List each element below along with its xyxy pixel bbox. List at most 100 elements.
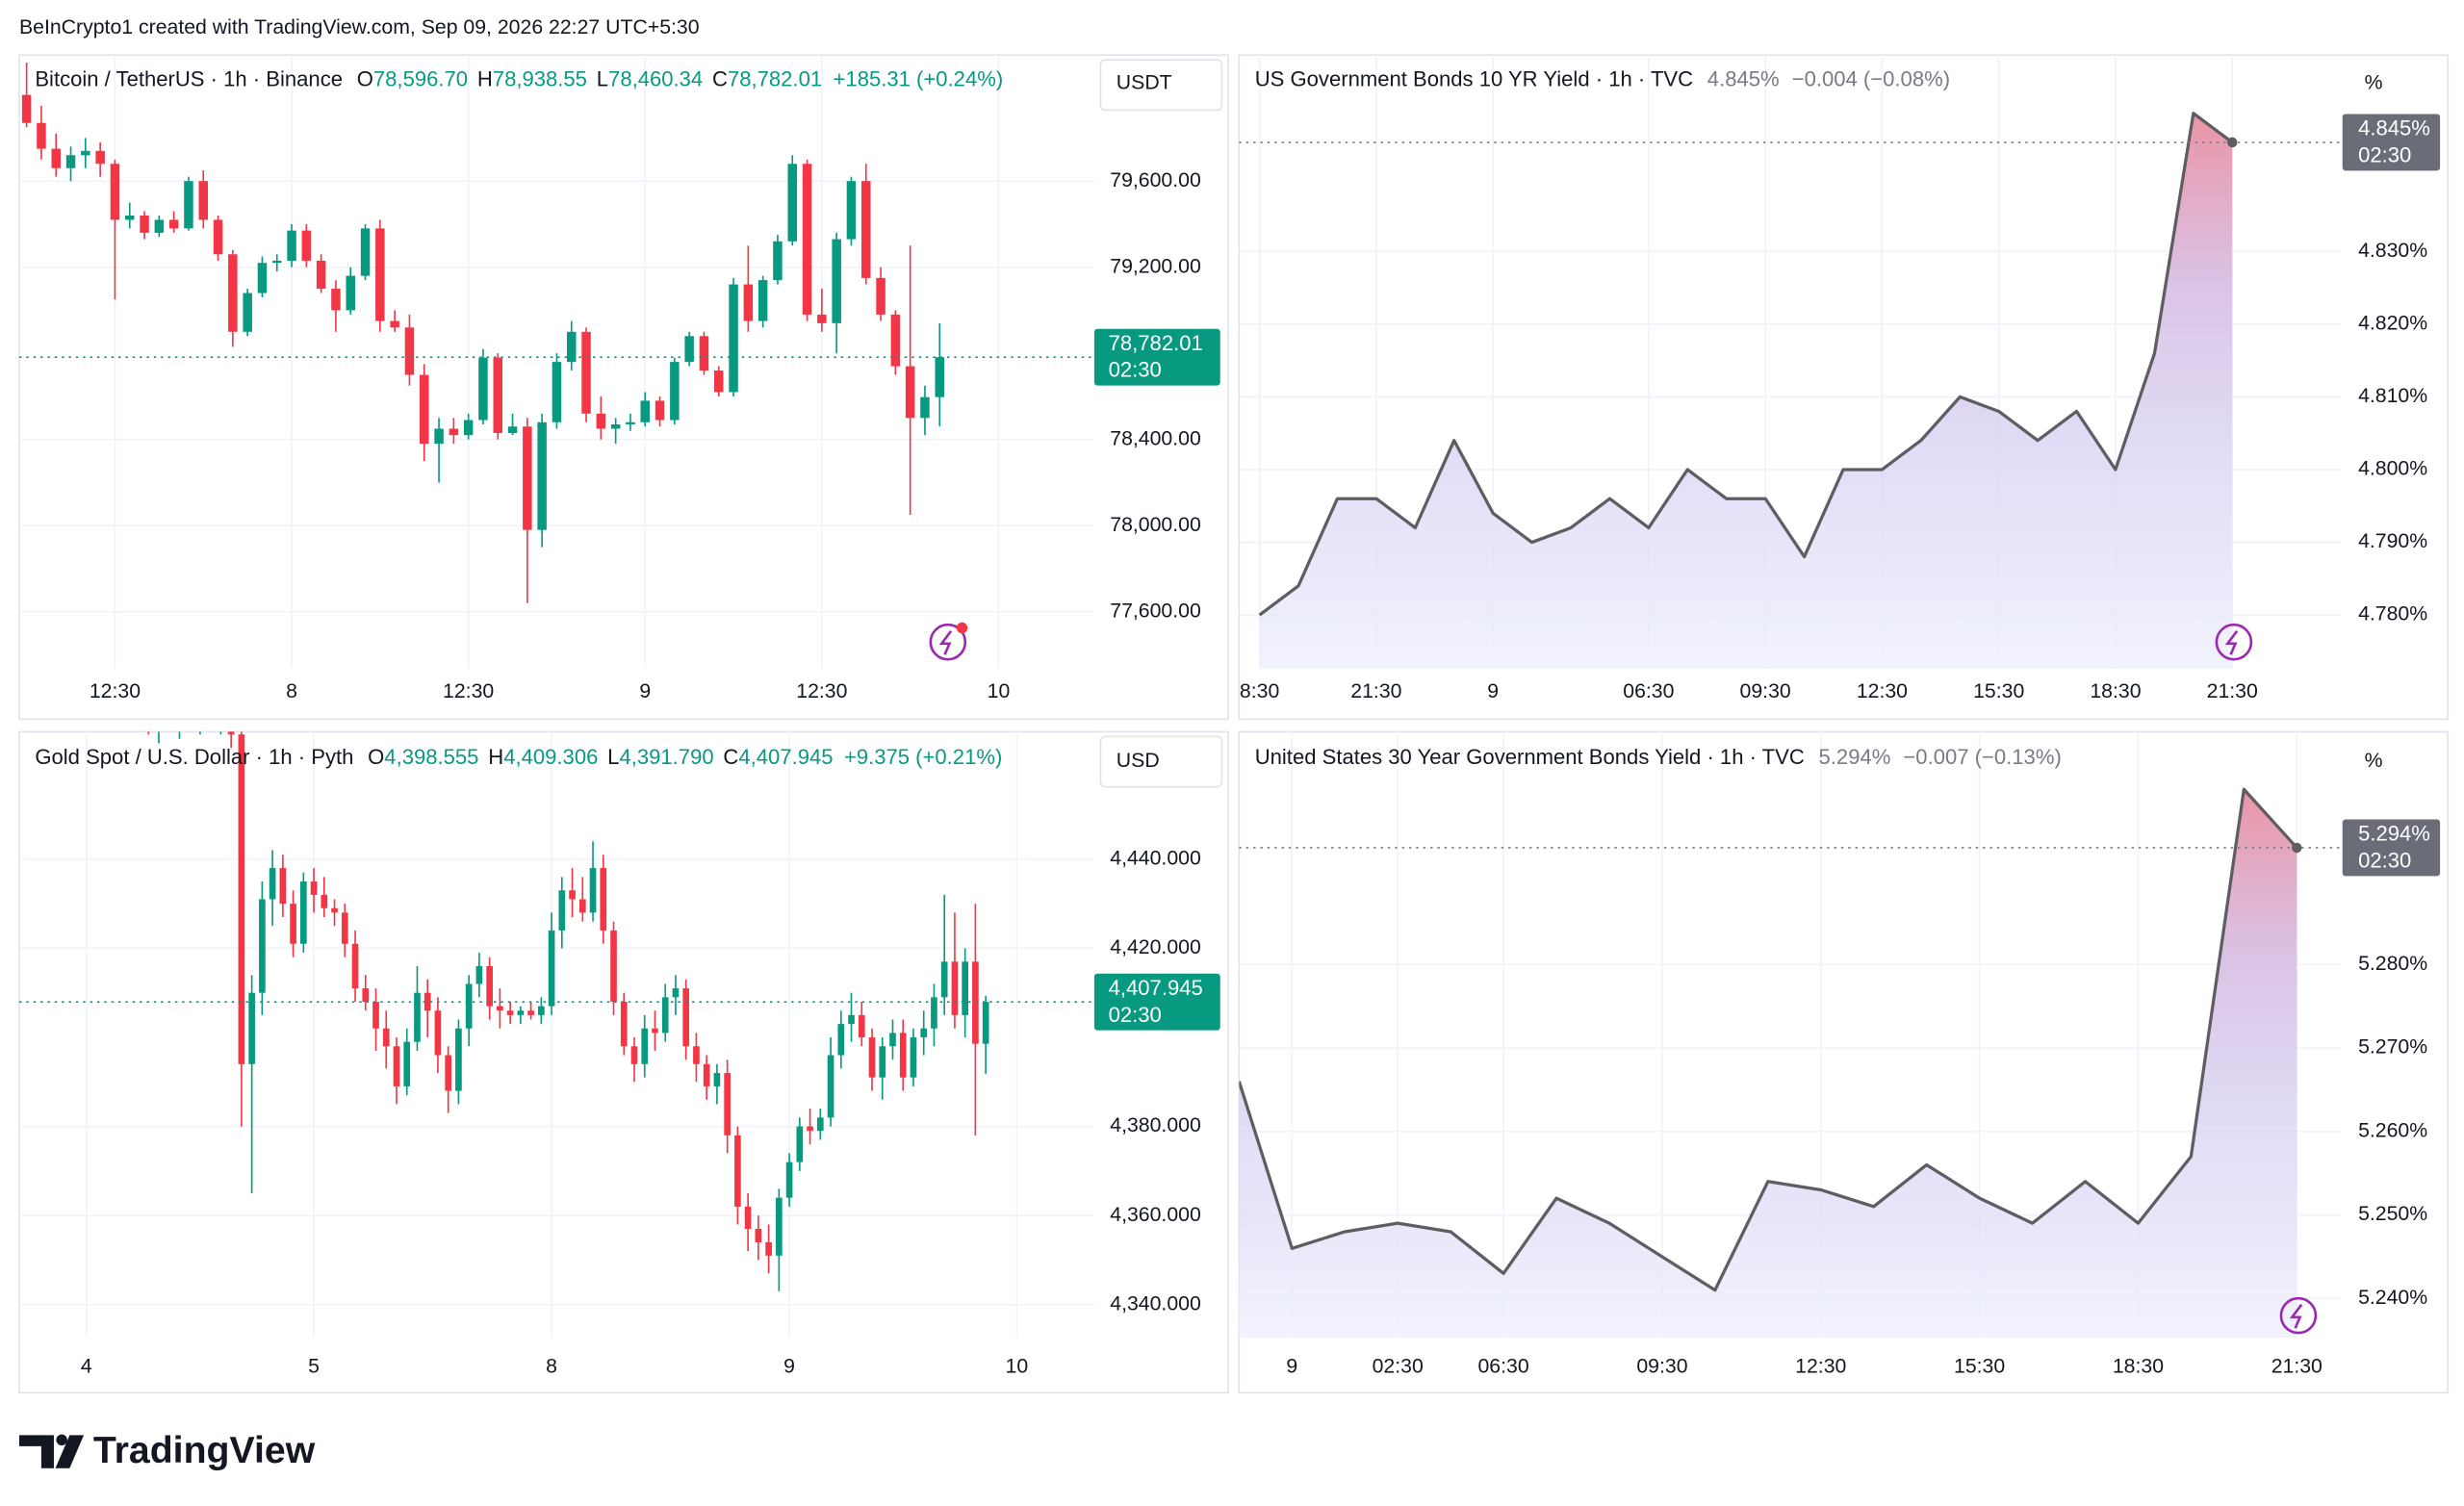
- candle-body: [962, 961, 968, 1015]
- last-value-box: [1093, 328, 1220, 386]
- candle-body: [832, 239, 841, 323]
- legend-change: −0.007 (−0.13%): [1903, 745, 2061, 769]
- legend-change: +185.31 (+0.24%): [834, 66, 1004, 90]
- x-tick-label: 9: [1487, 679, 1499, 702]
- candle-body: [817, 314, 827, 323]
- candle-body: [899, 1033, 907, 1078]
- y-tick-label: 4.790%: [2358, 529, 2427, 552]
- candle-body: [538, 1006, 545, 1015]
- candle-body: [301, 230, 312, 261]
- legend-key: C: [723, 745, 738, 769]
- chart-panel: 5.280% 5.270% 5.260% 5.250% 5.240% 9 02:30 06:3…: [1238, 730, 2450, 1394]
- candle-body: [331, 907, 338, 913]
- candle-body: [848, 1014, 855, 1025]
- status-icon-bolt: [2224, 629, 2239, 655]
- candle-body: [670, 362, 680, 421]
- candle-body: [567, 331, 577, 363]
- candle-body: [168, 219, 179, 229]
- candle-body: [228, 254, 238, 332]
- candle-body: [652, 1028, 658, 1034]
- candle-body: [581, 331, 591, 414]
- legend-key: H: [488, 745, 503, 769]
- candle-body: [424, 992, 431, 1011]
- candle-body: [455, 1028, 462, 1091]
- plot-area: [147, 731, 989, 1291]
- legend: United States 30 Year Government Bonds Y…: [1255, 745, 2062, 769]
- candle-body: [661, 997, 669, 1034]
- y-tick-label: 4.810%: [2358, 384, 2427, 407]
- x-tick-label: 18:30: [2090, 679, 2141, 702]
- candle-body: [596, 413, 606, 429]
- last-value-label: 4.845%: [2358, 116, 2430, 140]
- y-tick-label: 4,440.000: [1110, 846, 1201, 869]
- candle-body: [243, 293, 252, 332]
- legend-change: +9.375 (+0.21%): [844, 745, 1002, 769]
- x-tick-label: 8:30: [1240, 679, 1279, 702]
- candle-body: [578, 899, 586, 913]
- x-tick-label: 8: [286, 679, 297, 702]
- candle-body: [703, 1063, 710, 1086]
- candle-body: [920, 1028, 928, 1037]
- candle-body: [341, 912, 348, 944]
- candle-body: [95, 150, 105, 165]
- legend-value: 78,938.55: [493, 66, 587, 90]
- y-tick-label: 5.280%: [2358, 952, 2427, 975]
- candle-body: [51, 148, 61, 168]
- candle-body: [816, 1117, 824, 1132]
- candle-body: [154, 219, 165, 233]
- candle-body: [382, 1028, 390, 1047]
- candle-body: [610, 424, 621, 429]
- plot-area: [21, 63, 944, 603]
- x-tick-label: 9: [639, 679, 651, 702]
- candle-body: [714, 370, 724, 393]
- status-icon: [2215, 623, 2253, 661]
- candle-body: [548, 930, 555, 1007]
- x-tick-label: 02:30: [1373, 1355, 1424, 1378]
- y-tick-label: 78,000.00: [1110, 513, 1201, 536]
- panel-border: [18, 54, 1229, 721]
- candle-body: [493, 357, 502, 433]
- candle-body: [773, 241, 783, 281]
- last-value-box: [2342, 819, 2441, 877]
- candle-body: [620, 1001, 628, 1047]
- candle-body: [931, 997, 937, 1029]
- page-header: BeInCrypto1 created with TradingView.com…: [19, 15, 700, 38]
- plot-area: [1239, 787, 2298, 1339]
- candle-body: [837, 1024, 845, 1056]
- candle-body: [765, 1241, 772, 1256]
- last-value-label: 78,782.01: [1109, 331, 1203, 355]
- countdown: 02:30: [2358, 849, 2411, 873]
- plot-area: [1258, 112, 2234, 670]
- legend-key: C: [712, 66, 728, 90]
- x-tick-label: 12:30: [443, 679, 494, 702]
- candle-body: [321, 894, 328, 908]
- candle-body: [910, 1036, 917, 1078]
- legend-value: 4,391.790: [619, 745, 713, 769]
- candle-body: [372, 1001, 379, 1029]
- candle-body: [290, 904, 296, 944]
- legend-value: 5.294%: [1819, 745, 1891, 769]
- candle-body: [724, 1073, 731, 1136]
- candle-body: [449, 428, 459, 436]
- candle-body: [331, 289, 341, 311]
- notification-dot: [956, 622, 968, 634]
- x-tick-label: 4: [81, 1355, 92, 1378]
- candle-body: [626, 421, 635, 425]
- candle-body: [890, 314, 901, 367]
- x-tick-label: 9: [783, 1355, 795, 1378]
- last-point: [2292, 842, 2302, 854]
- x-tick-label: 12:30: [90, 679, 141, 702]
- x-tick-label: 5: [308, 1355, 320, 1378]
- candle-body: [610, 930, 617, 1002]
- status-icon: [929, 623, 967, 661]
- logo-part: [55, 1435, 85, 1468]
- last-value-label: 4,407.945: [1109, 976, 1203, 1000]
- y-tick-label: 4.830%: [2358, 239, 2427, 262]
- y-tick-label: 5.270%: [2358, 1035, 2427, 1059]
- y-tick-label: 4.800%: [2358, 457, 2427, 480]
- x-tick-label: 06:30: [1623, 679, 1674, 702]
- y-tick-label: 4.780%: [2358, 602, 2427, 625]
- logo-part: [56, 1434, 67, 1446]
- legend-key: O: [357, 66, 373, 90]
